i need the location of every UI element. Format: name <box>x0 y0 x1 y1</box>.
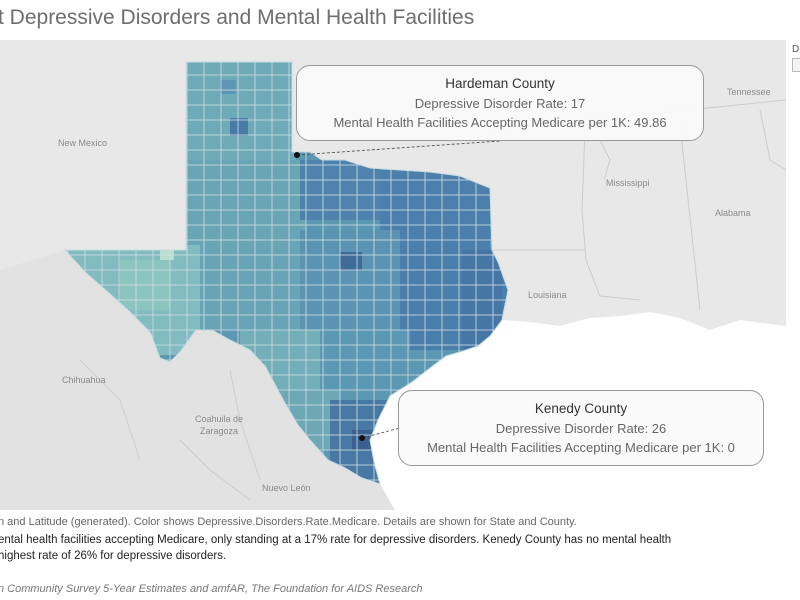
kenedy-facilities: Mental Health Facilities Accepting Medic… <box>427 440 735 455</box>
page-title: t Depressive Disorders and Mental Health… <box>0 6 475 29</box>
kenedy-rate: Depressive Disorder Rate: 26 <box>495 421 667 436</box>
legend-label: D <box>792 44 800 55</box>
legend-swatch[interactable] <box>792 58 800 72</box>
kenedy-leader-line <box>361 427 401 439</box>
map[interactable]: New Mexico Tennessee Mississippi Alabama… <box>0 40 786 510</box>
label-coahuila-2: Zaragoza <box>200 426 238 436</box>
summary-line-1: ental health facilities accepting Medica… <box>0 534 672 546</box>
label-coahuila-1: Coahuila de <box>195 414 243 424</box>
map-caption: n and Latitude (generated). Color shows … <box>0 516 577 528</box>
label-new-mexico: New Mexico <box>58 138 107 148</box>
hardeman-facilities: Mental Health Facilities Accepting Medic… <box>333 115 667 130</box>
map-canvas[interactable]: New Mexico Tennessee Mississippi Alabama… <box>0 40 786 510</box>
label-tennessee: Tennessee <box>727 87 771 97</box>
hardeman-marker[interactable] <box>294 152 300 158</box>
label-nuevo-leon: Nuevo León <box>262 483 311 493</box>
summary-line-2: highest rate of 26% for depressive disor… <box>0 550 227 562</box>
hardeman-name: Hardeman County <box>445 76 555 91</box>
hardeman-leader-line <box>296 140 501 156</box>
label-louisiana: Louisiana <box>528 290 567 300</box>
kenedy-marker[interactable] <box>359 435 365 441</box>
label-mississippi: Mississippi <box>606 178 650 188</box>
source-note: n Community Survey 5-Year Estimates and … <box>0 583 423 595</box>
legend[interactable]: D <box>792 44 800 84</box>
kenedy-name: Kenedy County <box>534 401 628 416</box>
hardeman-callout: Hardeman County Depressive Disorder Rate… <box>296 65 704 141</box>
kenedy-callout: Kenedy County Depressive Disorder Rate: … <box>398 390 764 466</box>
hardeman-rate: Depressive Disorder Rate: 17 <box>414 96 586 111</box>
label-chihuahua: Chihuahua <box>62 375 106 385</box>
mexico-region <box>0 250 395 510</box>
label-alabama: Alabama <box>715 208 751 218</box>
